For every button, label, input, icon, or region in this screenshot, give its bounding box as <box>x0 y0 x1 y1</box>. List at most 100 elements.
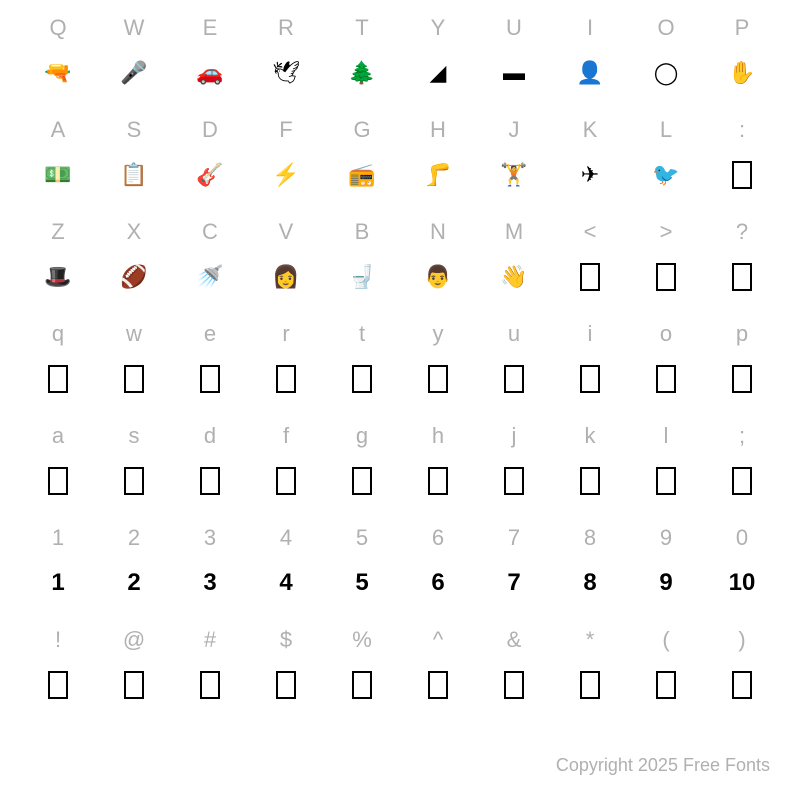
glyph-cell: 🦵 <box>400 154 476 196</box>
glyph-cell <box>552 460 628 502</box>
number-glyph: 3 <box>203 569 216 597</box>
key-label: y <box>400 316 476 352</box>
key-label: R <box>248 10 324 46</box>
empty-glyph-box <box>124 365 144 393</box>
key-label: S <box>96 112 172 148</box>
dingbat-glyph: 🔫 <box>44 60 71 86</box>
empty-glyph-box <box>732 365 752 393</box>
glyph-cell <box>172 358 248 400</box>
dingbat-glyph: 🎸 <box>196 162 223 188</box>
key-label: 3 <box>172 520 248 556</box>
empty-glyph-box <box>580 467 600 495</box>
row-pair: qwertyuiop <box>20 316 780 400</box>
number-glyph: 5 <box>355 569 368 597</box>
key-label: h <box>400 418 476 454</box>
key-label: Y <box>400 10 476 46</box>
key-label: T <box>324 10 400 46</box>
glyph-cell <box>628 358 704 400</box>
key-row: ZXCVBNM<>? <box>20 214 780 250</box>
glyph-cell: 🏋 <box>476 154 552 196</box>
glyph-cell: 2 <box>96 562 172 604</box>
glyph-cell <box>704 460 780 502</box>
key-label: < <box>552 214 628 250</box>
empty-glyph-box <box>48 671 68 699</box>
character-map-table: QWERTYUIOP🔫🎤🚗🕊🌲◢▬👤◯✋ASDFGHJKL:💵📋🎸⚡📻🦵🏋✈🐦Z… <box>20 10 780 706</box>
empty-glyph-box <box>732 263 752 291</box>
empty-glyph-box <box>352 467 372 495</box>
number-glyph: 9 <box>659 569 672 597</box>
key-label: N <box>400 214 476 250</box>
row-pair: asdfghjkl; <box>20 418 780 502</box>
key-label: * <box>552 622 628 658</box>
key-label: f <box>248 418 324 454</box>
glyph-cell: 7 <box>476 562 552 604</box>
key-label: E <box>172 10 248 46</box>
copyright-text: Copyright 2025 Free Fonts <box>556 755 770 776</box>
key-label: l <box>628 418 704 454</box>
key-label: 7 <box>476 520 552 556</box>
glyph-cell <box>628 664 704 706</box>
empty-glyph-box <box>276 467 296 495</box>
glyph-cell <box>476 358 552 400</box>
key-label: $ <box>248 622 324 658</box>
empty-glyph-box <box>428 671 448 699</box>
empty-glyph-box <box>656 671 676 699</box>
dingbat-glyph: ▬ <box>503 60 525 86</box>
glyph-cell <box>324 358 400 400</box>
glyph-cell: 💵 <box>20 154 96 196</box>
glyph-cell <box>704 154 780 196</box>
glyph-cell: 10 <box>704 562 780 604</box>
number-glyph: 7 <box>507 569 520 597</box>
key-row: qwertyuiop <box>20 316 780 352</box>
dingbat-glyph: 💵 <box>44 162 71 188</box>
key-label: a <box>20 418 96 454</box>
dingbat-glyph: 🚗 <box>196 60 223 86</box>
key-label: Q <box>20 10 96 46</box>
glyph-cell: 🚽 <box>324 256 400 298</box>
key-label: B <box>324 214 400 250</box>
dingbat-glyph: 🌲 <box>348 60 375 86</box>
dingbat-glyph: 🏋 <box>500 162 527 188</box>
glyph-cell: 5 <box>324 562 400 604</box>
empty-glyph-box <box>732 671 752 699</box>
dingbat-glyph: 🦵 <box>424 162 451 188</box>
empty-glyph-box <box>428 467 448 495</box>
dingbat-glyph: ✋ <box>728 60 755 86</box>
empty-glyph-box <box>200 467 220 495</box>
glyph-cell <box>172 460 248 502</box>
glyph-cell: 👨 <box>400 256 476 298</box>
empty-glyph-box <box>580 365 600 393</box>
glyph-cell: 1 <box>20 562 96 604</box>
glyph-cell <box>552 256 628 298</box>
glyph-cell: 🚗 <box>172 52 248 94</box>
empty-glyph-box <box>124 467 144 495</box>
key-label: & <box>476 622 552 658</box>
dingbat-glyph: ⚡ <box>272 162 299 188</box>
key-row: 1234567890 <box>20 520 780 556</box>
key-label: r <box>248 316 324 352</box>
glyph-row: 🎩🏈🚿👩🚽👨👋 <box>20 256 780 298</box>
glyph-cell <box>248 664 324 706</box>
glyph-cell: ▬ <box>476 52 552 94</box>
glyph-cell: 4 <box>248 562 324 604</box>
glyph-cell: 🎤 <box>96 52 172 94</box>
dingbat-glyph: 📻 <box>348 162 375 188</box>
key-label: A <box>20 112 96 148</box>
key-label: C <box>172 214 248 250</box>
dingbat-glyph: 🕊 <box>272 60 300 86</box>
glyph-cell: 👤 <box>552 52 628 94</box>
empty-glyph-box <box>200 671 220 699</box>
glyph-cell: 👩 <box>248 256 324 298</box>
key-label: 4 <box>248 520 324 556</box>
glyph-cell: 9 <box>628 562 704 604</box>
glyph-cell: 📻 <box>324 154 400 196</box>
dingbat-glyph: 👋 <box>500 264 527 290</box>
key-label: @ <box>96 622 172 658</box>
key-label: : <box>704 112 780 148</box>
empty-glyph-box <box>580 671 600 699</box>
key-label: ! <box>20 622 96 658</box>
key-label: 1 <box>20 520 96 556</box>
key-label: 0 <box>704 520 780 556</box>
key-row: !@#$%^&*() <box>20 622 780 658</box>
empty-glyph-box <box>352 365 372 393</box>
